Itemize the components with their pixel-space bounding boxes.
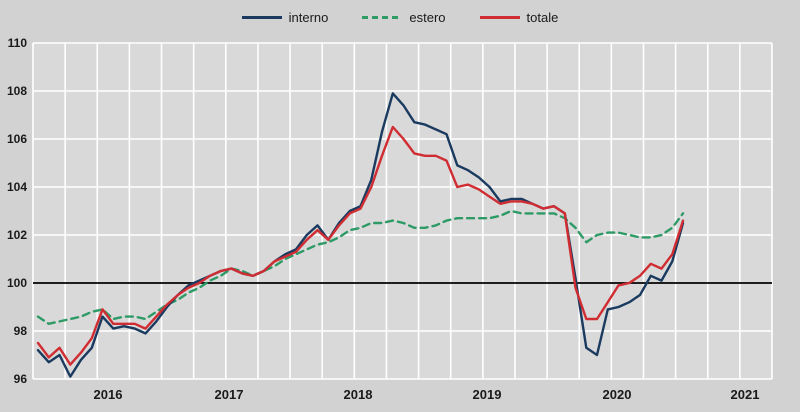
y-axis-tick-label: 104 xyxy=(7,180,27,194)
x-axis-year-label: 2016 xyxy=(94,387,123,402)
y-axis-tick-label: 110 xyxy=(8,36,28,50)
y-axis-tick-label: 98 xyxy=(14,324,28,338)
x-axis-year-label: 2019 xyxy=(473,387,502,402)
interno-line-swatch-icon xyxy=(241,15,282,19)
chart-legend: interno estero totale xyxy=(0,6,800,28)
series-line-totale xyxy=(36,125,685,366)
x-axis-year-label: 2020 xyxy=(603,387,632,402)
y-axis-tick-label: 102 xyxy=(7,228,27,242)
y-axis-tick-label: 108 xyxy=(7,84,27,98)
legend-label-totale: totale xyxy=(526,9,559,25)
legend-item-interno: interno xyxy=(241,9,329,25)
y-axis-tick-label: 100 xyxy=(7,276,27,290)
x-axis-year-label: 2018 xyxy=(344,387,373,402)
x-axis-year-label: 2017 xyxy=(215,387,244,402)
y-axis-tick-label: 96 xyxy=(14,372,28,386)
legend-label-estero: estero xyxy=(409,9,446,25)
estero-dashed-line-swatch-icon xyxy=(362,15,403,19)
totale-line-swatch-icon xyxy=(479,15,520,19)
legend-label-interno: interno xyxy=(288,9,329,25)
series-line-estero xyxy=(36,209,685,325)
y-axis-tick-label: 106 xyxy=(7,132,27,146)
legend-item-estero: estero xyxy=(362,9,446,25)
x-axis-year-label: 2021 xyxy=(731,387,760,402)
legend-item-totale: totale xyxy=(479,9,559,25)
